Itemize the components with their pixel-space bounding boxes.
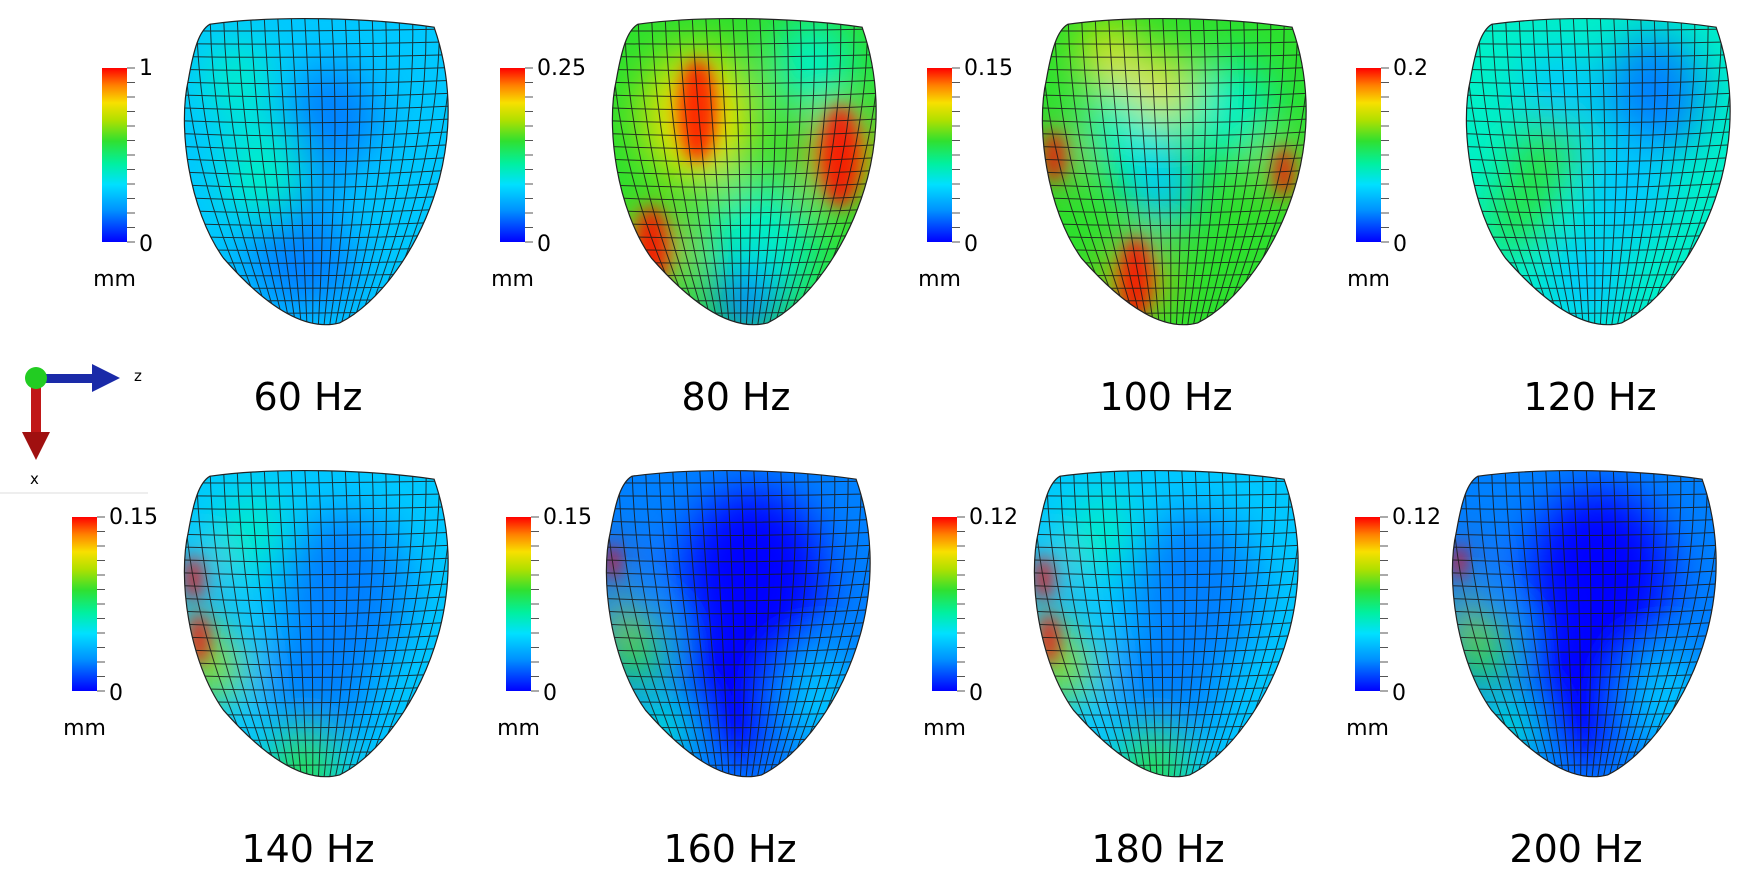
frequency-label: 100 Hz (1099, 375, 1232, 419)
surface-mesh (1466, 18, 1731, 325)
panel-7: 0.12 0mm 200 Hz (1346, 469, 1717, 871)
surface-mesh (1452, 470, 1717, 777)
colorbar-max-label: 0.25 (537, 56, 586, 81)
surface-outline (1041, 17, 1307, 326)
colorbar-unit-label: mm (93, 267, 136, 292)
colorbar-gradient (1355, 517, 1380, 691)
colorbar: 0.15 0mm (63, 505, 158, 741)
panel-5: 0.15 0mm 160 Hz (497, 469, 871, 871)
panel-6: 0.12 0mm 180 Hz (923, 469, 1299, 871)
colorbar-gradient (927, 68, 952, 242)
colorbar-unit-label: mm (491, 267, 534, 292)
surface-outline (1033, 469, 1299, 778)
origin-marker (25, 367, 47, 389)
colorbar-max-label: 0.15 (109, 505, 158, 530)
axes-glyph: z x (0, 364, 148, 494)
surface-outline (1451, 469, 1717, 778)
colorbar: 0.12 0mm (923, 505, 1018, 741)
colorbar-unit-label: mm (1346, 716, 1389, 741)
colorbar-unit-label: mm (918, 267, 961, 292)
colorbar-min-label: 0 (1392, 681, 1406, 706)
colorbar-unit-label: mm (63, 716, 106, 741)
colorbar-gradient (1356, 68, 1381, 242)
frequency-label: 60 Hz (254, 375, 363, 419)
panel-1: 0.25 0mm 80 Hz (491, 17, 877, 419)
colorbar-max-label: 0.12 (969, 505, 1018, 530)
frequency-label: 120 Hz (1523, 375, 1656, 419)
colorbar-max-label: 0.12 (1392, 505, 1441, 530)
colorbar: 0.25 0mm (491, 56, 586, 292)
colorbar-max-label: 1 (139, 56, 153, 81)
surface-outline (605, 469, 871, 778)
x-axis-arrow (22, 380, 50, 460)
panel-2: 0.15 0mm 100 Hz (918, 17, 1307, 419)
colorbar-gradient (506, 517, 531, 691)
colorbar-min-label: 0 (964, 232, 978, 257)
frequency-label: 180 Hz (1091, 827, 1224, 871)
colorbar-min-label: 0 (1393, 232, 1407, 257)
surface-mesh (184, 18, 449, 325)
colorbar: 1 0mm (93, 56, 153, 292)
panel-4: 0.15 0mm 140 Hz (63, 469, 449, 871)
colorbar: 0.15 0mm (497, 505, 592, 741)
colorbar-min-label: 0 (537, 232, 551, 257)
colorbar-max-label: 0.15 (543, 505, 592, 530)
surface-outline (183, 17, 449, 326)
colorbar: 0.12 0mm (1346, 505, 1441, 741)
panel-0: 1 0mm 60 Hz (93, 17, 449, 419)
surface-mesh (1034, 470, 1299, 777)
surface-mesh (606, 470, 871, 777)
colorbar: 0.2 0mm (1347, 56, 1428, 292)
colorbar: 0.15 0mm (918, 56, 1013, 292)
colorbar-min-label: 0 (969, 681, 983, 706)
surface-outline (611, 17, 877, 326)
colorbar-min-label: 0 (543, 681, 557, 706)
surface-mesh (1042, 18, 1307, 325)
x-axis-label: x (30, 470, 39, 488)
z-axis-arrow (36, 364, 120, 392)
colorbar-gradient (500, 68, 525, 242)
colorbar-unit-label: mm (497, 716, 540, 741)
colorbar-min-label: 0 (109, 681, 123, 706)
colorbar-gradient (72, 517, 97, 691)
frequency-label: 80 Hz (682, 375, 791, 419)
surface-outline (183, 469, 449, 778)
colorbar-gradient (102, 68, 127, 242)
frequency-label: 160 Hz (663, 827, 796, 871)
colorbar-gradient (932, 517, 957, 691)
colorbar-max-label: 0.2 (1393, 56, 1428, 81)
surface-outline (1465, 17, 1731, 326)
frequency-label: 200 Hz (1509, 827, 1642, 871)
colorbar-min-label: 0 (139, 232, 153, 257)
panel-3: 0.2 0mm 120 Hz (1347, 17, 1731, 419)
colorbar-unit-label: mm (923, 716, 966, 741)
surface-mesh (184, 470, 449, 777)
frequency-label: 140 Hz (241, 827, 374, 871)
colorbar-max-label: 0.15 (964, 56, 1013, 81)
colorbar-unit-label: mm (1347, 267, 1390, 292)
z-axis-label: z (134, 367, 142, 385)
surface-mesh (612, 18, 877, 325)
